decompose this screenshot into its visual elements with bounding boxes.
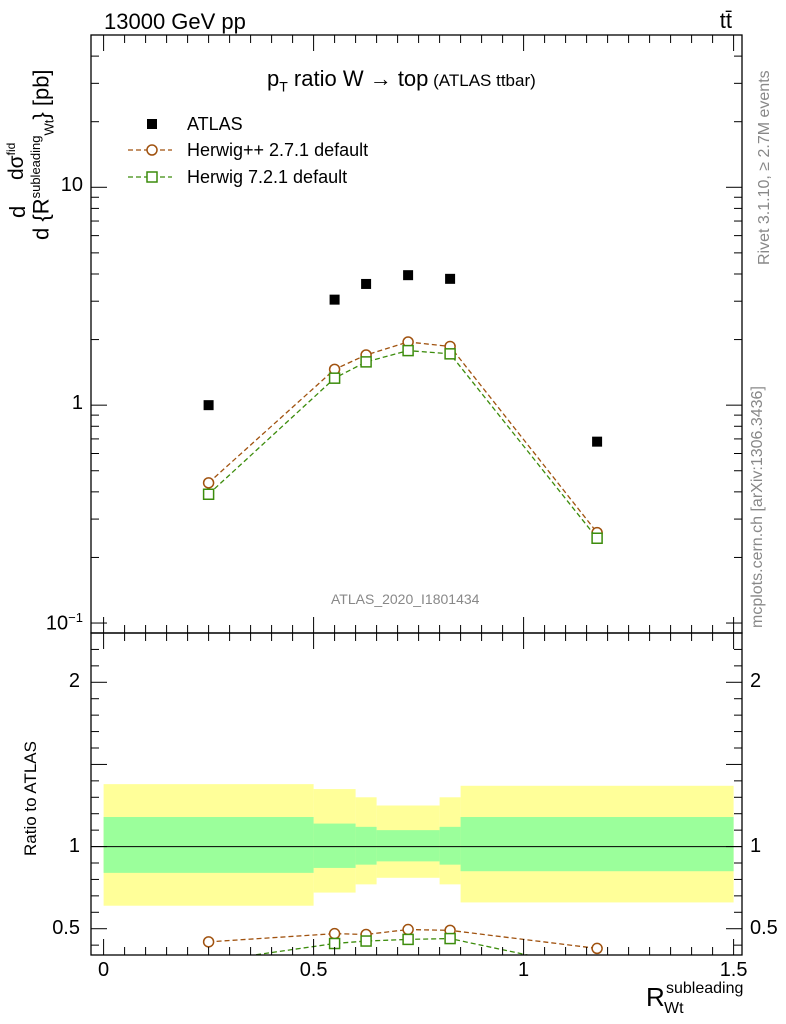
line-ratio-herwig-2-7-1-default: [208, 928, 598, 950]
point-ratio-herwig-7-2-1-default-0: [204, 957, 214, 967]
point-ratio-herwig-7-2-1-default-2: [360, 935, 372, 947]
x-tick-label-1: 0.5: [299, 959, 328, 981]
axes-frames: [90, 34, 743, 956]
y-tick-label-main-2: 10: [60, 174, 83, 197]
ratio-uncertainty-bands: [103, 784, 734, 906]
point-ratio-herwig-7-2-1-default-4: [444, 932, 456, 945]
title-small: (ATLAS ttbar): [428, 71, 536, 90]
band-inner-3: [376, 830, 440, 862]
x-axis-label: R: [646, 984, 665, 1010]
y-label-d: d: [5, 205, 30, 218]
legend-marker-0: [147, 119, 157, 129]
point-ratio-herwig-7-2-1-default-3: [402, 933, 414, 946]
energy-label: 13000 GeV pp: [104, 9, 246, 34]
point-main-herwig-7-2-1-default-2: [360, 356, 372, 368]
ratio-y-label: Ratio to ATLAS: [21, 741, 40, 856]
y-tick-label-ratio-left-2: 2: [68, 670, 80, 693]
band-inner-1: [313, 823, 356, 868]
x-tick-label-0: 0: [98, 959, 110, 981]
line-main-herwig-2-7-1-default: [208, 341, 598, 534]
band-inner-2: [355, 826, 377, 865]
y-tick-label-main-0-exp: −1: [68, 610, 83, 626]
point-main-herwig-7-2-1-default-4: [444, 348, 456, 360]
ratio-frame: [90, 632, 743, 956]
mcplots-info: mcplots.cern.ch [arXiv:1306.3436]: [749, 386, 766, 628]
point-main-atlas-3: [403, 270, 414, 281]
legend-label-atlas: ATLAS: [187, 114, 243, 134]
title-main: ratio W → top: [287, 66, 429, 91]
point-main-atlas-4: [445, 273, 456, 284]
process-label: tt̄: [719, 8, 732, 33]
ratio-series-layer: [202, 923, 603, 975]
x-tick-label-3: 1.5: [719, 959, 748, 981]
legend-marker-2: [146, 171, 158, 183]
y-tick-label-ratio-right-1: 1: [750, 834, 762, 857]
legend-label-herwig7: Herwig 7.2.1 default: [187, 167, 348, 187]
point-main-herwig-7-2-1-default-1: [328, 372, 341, 384]
y-axis-label: d: [5, 205, 30, 218]
axis-ticks: [91, 34, 742, 955]
rivet-info: Rivet 3.1.10, ≥ 2.7M events: [756, 70, 773, 265]
point-ratio-herwig-2-7-1-default-5: [591, 942, 603, 955]
y-label-unit: [pb]: [28, 69, 54, 113]
point-main-herwig-7-2-1-default-5: [591, 532, 603, 544]
plot-title: pT ratio W → top (ATLAS ttbar): [267, 66, 536, 95]
title-pt: p: [267, 66, 280, 91]
y-tick-label-ratio-left-1: 1: [68, 834, 80, 857]
x-label-subleading: subleading: [666, 980, 744, 997]
title-pt-sub: T: [279, 78, 288, 95]
point-ratio-herwig-2-7-1-default-1: [328, 927, 341, 940]
y-label-fid: fid: [4, 142, 18, 156]
x-tick-label-2: 1: [518, 959, 530, 981]
x-label-wt: Wt: [664, 1000, 684, 1017]
y-label-dr: d {R: [28, 198, 54, 240]
point-main-herwig-7-2-1-default-3: [402, 344, 414, 357]
band-inner-4: [439, 826, 461, 865]
point-ratio-herwig-7-2-1-default-5: [592, 965, 602, 975]
band-inner-5: [460, 817, 734, 872]
point-main-atlas-2: [361, 278, 372, 289]
legend-label-herwigpp: Herwig++ 2.7.1 default: [187, 140, 369, 160]
point-main-atlas-1: [329, 294, 340, 305]
y-tick-label-main-0: 10−1: [45, 610, 83, 635]
x-label-r: R: [646, 982, 665, 1012]
point-main-atlas-0: [203, 400, 214, 411]
y-label-wt: Wt: [41, 119, 57, 136]
analysis-id: ATLAS_2020_I1801434: [331, 591, 480, 607]
point-ratio-herwig-2-7-1-default-3: [402, 923, 414, 936]
y-tick-label-main-1: 1: [71, 392, 83, 415]
legend-marker-1: [146, 144, 158, 156]
y-axis-label-numerator: dσfid: [4, 142, 28, 180]
band-inner-0: [103, 817, 314, 873]
line-main-herwig-7-2-1-default: [208, 349, 598, 539]
point-main-herwig-7-2-1-default-0: [202, 488, 215, 501]
y-label-subleading: subleading: [28, 135, 43, 199]
y-axis-label-denominator: d {RsubleadingWt} [pb]: [28, 69, 57, 240]
main-series-layer: [202, 270, 603, 544]
y-label-dsigma: dσ: [5, 155, 28, 180]
y-label-close: }: [28, 112, 54, 120]
y-tick-label-ratio-right-2: 2: [750, 670, 762, 693]
y-tick-label-ratio-right-0: 0.5: [750, 916, 778, 939]
point-main-herwig-2-7-1-default-0: [202, 477, 215, 489]
point-ratio-herwig-2-7-1-default-0: [202, 936, 215, 948]
point-main-atlas-5: [592, 436, 603, 447]
legend-markers: [128, 119, 172, 183]
y-tick-label-ratio-left-0: 0.5: [52, 916, 80, 939]
